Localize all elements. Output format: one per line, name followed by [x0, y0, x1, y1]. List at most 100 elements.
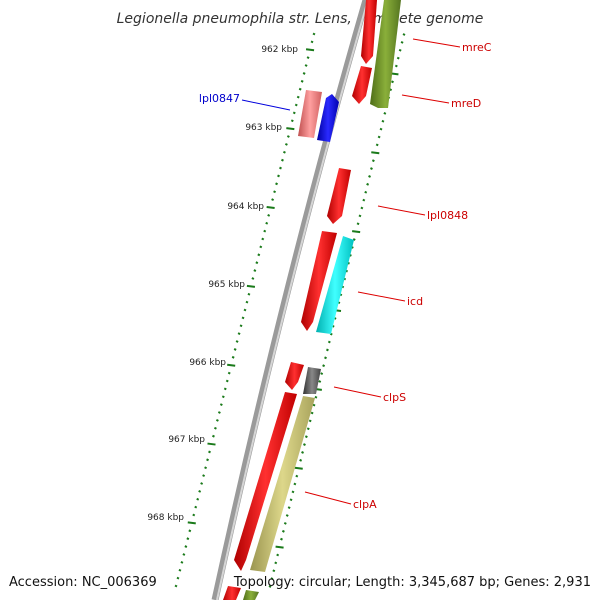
ruler-minor-tick — [202, 474, 206, 477]
gene-clpA-cds[interactable] — [250, 396, 315, 572]
gene-icd-cds[interactable] — [316, 236, 354, 334]
ruler-minor-tick — [296, 95, 300, 99]
genome-summary-text: Topology: circular; Length: 3,345,687 bp… — [233, 575, 591, 590]
ruler-minor-tick — [225, 379, 229, 383]
ruler-minor-tick — [255, 261, 259, 265]
gene-mreC-cds[interactable] — [361, 0, 377, 64]
gene-lpl0847-cds[interactable] — [317, 94, 339, 142]
ruler-minor-tick — [239, 324, 243, 328]
inner-tick — [283, 522, 287, 525]
ruler-minor-tick — [302, 72, 306, 75]
inner-tick — [324, 356, 327, 360]
ruler-minor-tick — [213, 426, 217, 430]
ruler-minor-tick — [253, 269, 257, 272]
gene-clpS-partner-cds[interactable] — [303, 367, 321, 394]
inner-tick — [281, 529, 285, 533]
kbp-label-967: 967 kbp — [168, 435, 205, 445]
ruler-minor-tick — [277, 174, 280, 178]
gene-lpl0847-pink-cds[interactable] — [298, 90, 322, 138]
inner-tick — [377, 135, 381, 139]
inner-tick — [274, 561, 278, 565]
inner-tick — [299, 458, 303, 462]
inner-tick — [308, 419, 312, 423]
gene-icd-red-cds[interactable] — [301, 231, 337, 331]
ruler-minor-tick — [186, 537, 190, 541]
inner-tick — [352, 238, 356, 241]
ruler-minor-tick — [257, 253, 261, 257]
inner-tick — [306, 427, 310, 431]
ruler-minor-tick — [267, 213, 271, 217]
inner-tick — [303, 443, 306, 446]
gene-clpA-red-cds[interactable] — [234, 392, 297, 571]
ruler-minor-tick — [247, 292, 251, 296]
ruler-minor-tick — [281, 158, 284, 162]
inner-tick — [325, 348, 329, 352]
ruler-minor-tick — [174, 584, 178, 588]
inner-tick — [280, 537, 283, 541]
ruler-minor-tick — [196, 497, 200, 501]
ruler-minor-tick — [194, 505, 198, 509]
ruler-minor-tick — [231, 355, 235, 359]
gene-label-icd[interactable]: icd — [407, 295, 423, 308]
ruler-minor-tick — [286, 135, 290, 138]
leader-mreD — [401, 94, 450, 104]
ruler-minor-tick — [312, 32, 316, 36]
inner-tick — [287, 506, 291, 510]
kbp-ruler — [174, 32, 316, 588]
gene-bottom-olive-cds[interactable] — [243, 590, 259, 600]
ruler-minor-tick — [206, 458, 209, 462]
inner-tick — [275, 545, 284, 549]
inner-tick — [394, 64, 398, 68]
gene-clpS-cds[interactable] — [285, 362, 304, 390]
ruler-minor-tick — [192, 513, 196, 517]
inner-tick — [291, 490, 295, 494]
inner-tick — [358, 214, 362, 218]
inner-tick — [400, 40, 404, 44]
inner-tick — [398, 48, 402, 52]
ruler-minor-tick — [279, 166, 282, 170]
inner-tick — [368, 175, 371, 178]
gene-label-mreC[interactable]: mreC — [462, 41, 492, 54]
kbp-label-963: 963 kbp — [245, 123, 282, 133]
ruler-minor-tick — [219, 403, 223, 407]
gene-label-lpl0847[interactable]: lpl0847 — [199, 92, 240, 105]
ruler-minor-tick — [204, 466, 208, 470]
ruler-minor-tick — [251, 277, 255, 280]
gene-label-mreD[interactable]: mreD — [451, 97, 481, 110]
inner-tick — [391, 80, 394, 84]
gene-label-clpS[interactable]: clpS — [383, 391, 406, 404]
inner-tick — [295, 474, 299, 478]
gene-mreD-partner-cds[interactable] — [370, 0, 401, 108]
inner-tick — [293, 482, 297, 486]
ruler-major-tick — [246, 284, 256, 288]
backbone-highlight — [216, 0, 369, 600]
inner-tick — [294, 466, 303, 470]
gene-label-lpl0848[interactable]: lpl0848 — [427, 209, 468, 222]
inner-tick — [322, 364, 326, 368]
ruler-major-tick — [207, 442, 216, 446]
ruler-minor-tick — [292, 111, 296, 115]
gene-label-clpA[interactable]: clpA — [353, 498, 377, 511]
ruler-minor-tick — [304, 64, 308, 67]
leader-mreC — [412, 38, 461, 48]
ruler-minor-tick — [200, 482, 204, 485]
gene-mreD-cds[interactable] — [352, 66, 372, 104]
kbp-label-968: 968 kbp — [147, 513, 184, 523]
inner-ticks — [268, 33, 406, 588]
ruler-minor-tick — [241, 316, 245, 320]
inner-tick — [402, 33, 406, 36]
inner-tick — [304, 435, 308, 439]
inner-tick — [276, 553, 280, 557]
ruler-minor-tick — [243, 308, 247, 312]
ruler-minor-tick — [221, 395, 225, 399]
ruler-minor-tick — [284, 143, 288, 146]
ruler-minor-tick — [215, 419, 219, 422]
ruler-minor-tick — [282, 150, 286, 154]
gene-lpl0848-cds[interactable] — [327, 168, 351, 224]
ruler-minor-tick — [300, 79, 304, 83]
ruler-minor-tick — [245, 300, 249, 304]
ruler-minor-tick — [261, 237, 265, 241]
ruler-major-tick — [286, 127, 295, 131]
gene-bottom-red-cds[interactable] — [223, 586, 241, 600]
